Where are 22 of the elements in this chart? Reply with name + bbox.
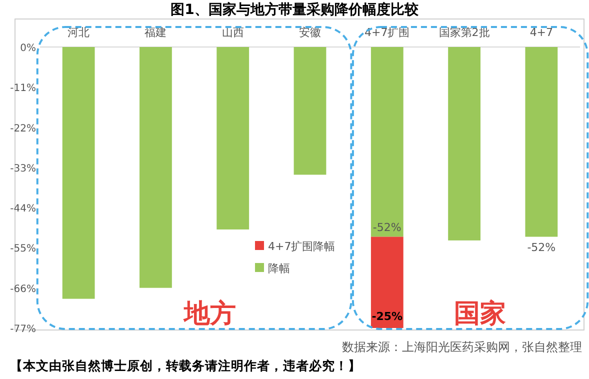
legend-label: 4+7扩围降幅 [268, 240, 336, 253]
x-tick-label: 4+7 [530, 26, 554, 39]
data-label: -25% [372, 310, 403, 323]
chart-title: 图1、国家与地方带量采购降价幅度比较 [170, 1, 420, 18]
x-tick-label: 河北 [68, 26, 90, 39]
annotation: 地方 [183, 299, 236, 329]
x-tick-label: 安徽 [299, 26, 321, 39]
y-tick-label: -44% [10, 204, 36, 215]
x-tick-label: 福建 [144, 26, 167, 39]
text: 【本文由张自然博士原创，转载务请注明作者，违者必究！】 [10, 358, 361, 373]
y-tick-label: -55% [10, 244, 36, 255]
data-label: -52% [372, 220, 402, 234]
y-tick-label: 0% [20, 43, 36, 54]
y-tick-label: -11% [10, 83, 36, 94]
y-tick-label: -77% [10, 324, 36, 335]
y-tick-label: -22% [10, 123, 36, 134]
y-tick-label: -33% [10, 163, 36, 174]
data-label: -52% [527, 240, 556, 254]
annotation: 国家 [454, 299, 506, 329]
legend-label: 降幅 [268, 262, 290, 275]
y-tick-label: -66% [10, 284, 36, 295]
source-note: 数据来源：上海阳光医药采购网，张自然整理 [342, 340, 582, 354]
